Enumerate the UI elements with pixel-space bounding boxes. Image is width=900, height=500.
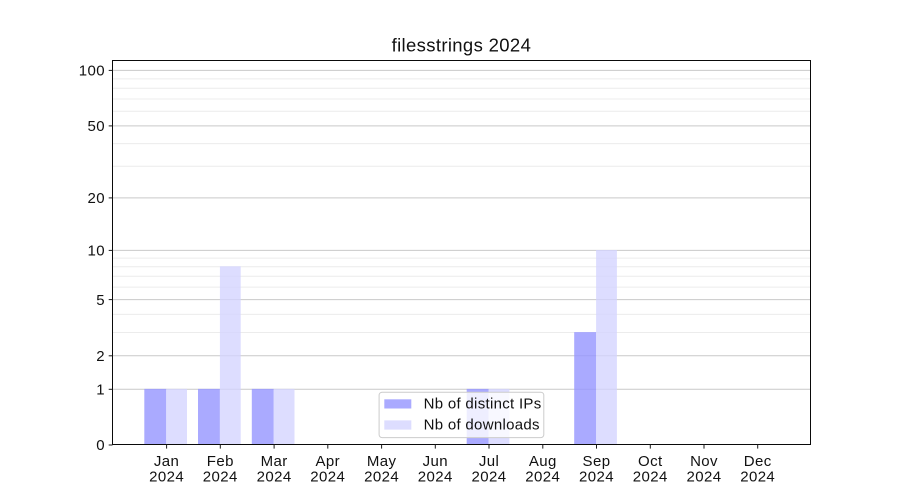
svg-text:Oct: Oct: [638, 453, 663, 470]
svg-text:Nb of distinct IPs: Nb of distinct IPs: [424, 395, 542, 412]
svg-text:50: 50: [88, 118, 106, 135]
svg-text:Sep: Sep: [583, 453, 611, 470]
svg-text:Jan: Jan: [154, 453, 179, 470]
svg-text:1: 1: [96, 382, 105, 399]
svg-text:2024: 2024: [579, 468, 614, 485]
svg-text:Dec: Dec: [744, 453, 772, 470]
svg-text:10: 10: [88, 243, 106, 260]
svg-text:2024: 2024: [203, 468, 238, 485]
svg-text:2: 2: [96, 348, 105, 365]
svg-text:2024: 2024: [310, 468, 345, 485]
svg-text:5: 5: [96, 292, 105, 309]
svg-text:2024: 2024: [740, 468, 775, 485]
svg-text:Mar: Mar: [261, 453, 288, 470]
svg-text:Nov: Nov: [690, 453, 718, 470]
svg-text:Feb: Feb: [207, 453, 234, 470]
svg-text:100: 100: [79, 63, 105, 80]
svg-text:2024: 2024: [633, 468, 668, 485]
svg-text:20: 20: [88, 190, 106, 207]
svg-text:2024: 2024: [257, 468, 292, 485]
svg-text:Apr: Apr: [316, 453, 341, 470]
svg-text:2024: 2024: [418, 468, 453, 485]
svg-text:Aug: Aug: [529, 453, 557, 470]
svg-text:2024: 2024: [687, 468, 722, 485]
svg-text:2024: 2024: [472, 468, 507, 485]
svg-text:Jun: Jun: [423, 453, 448, 470]
svg-text:0: 0: [96, 437, 105, 454]
svg-text:2024: 2024: [525, 468, 560, 485]
svg-text:Nb of downloads: Nb of downloads: [424, 416, 540, 433]
svg-text:filesstrings 2024: filesstrings 2024: [392, 35, 532, 56]
svg-text:2024: 2024: [149, 468, 184, 485]
svg-text:Jul: Jul: [479, 453, 499, 470]
svg-text:2024: 2024: [364, 468, 399, 485]
svg-text:May: May: [367, 453, 397, 470]
